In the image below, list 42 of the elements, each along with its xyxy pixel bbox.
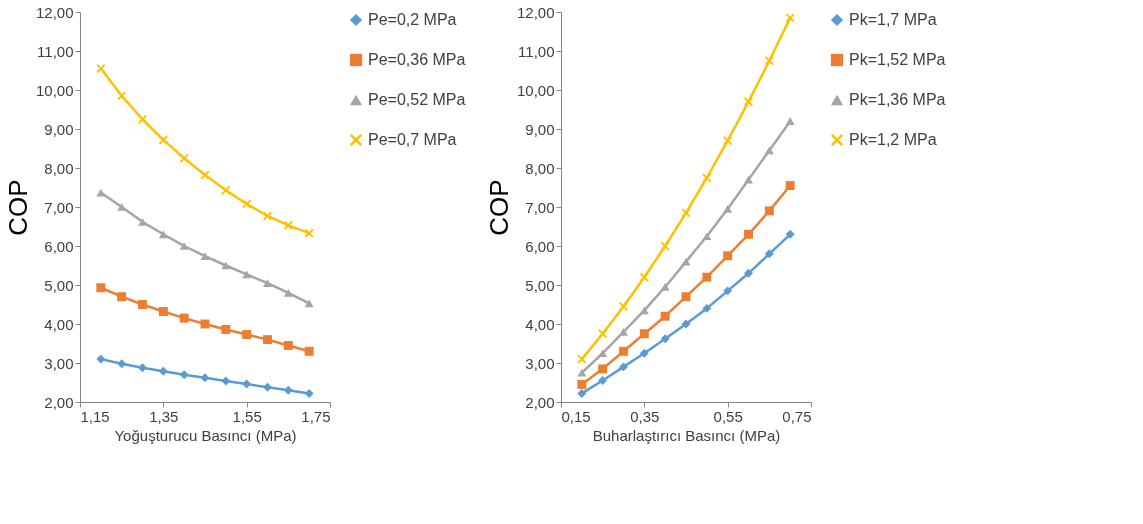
x-tick-label: 1,15 xyxy=(80,407,110,425)
y-tick-label: 9,00 xyxy=(44,120,74,138)
y-tick-label: 11,00 xyxy=(518,42,555,60)
x-axis-title: Buharlaştırıcı Basıncı (MPa) xyxy=(592,426,781,444)
legend-label: Pk=1,7 MPa xyxy=(849,11,937,28)
y-tick-label: 12,00 xyxy=(516,3,555,21)
legend-label: Pe=0,2 MPa xyxy=(368,11,457,28)
x-tick-label: 1,35 xyxy=(149,407,179,425)
y-tick-label: 3,00 xyxy=(44,354,74,372)
y-tick-label: 7,00 xyxy=(44,198,74,216)
y-axis-title: COP xyxy=(2,179,33,236)
y-tick-label: 4,00 xyxy=(44,315,74,333)
y-tick-label: 2,00 xyxy=(44,393,74,411)
x-axis-title: Yoğuşturucu Basıncı (MPa) xyxy=(114,426,297,444)
y-tick-label: 6,00 xyxy=(44,237,74,255)
y-tick-label: 9,00 xyxy=(525,120,555,138)
x-tick-label: 0,75 xyxy=(782,407,812,425)
y-tick-label: 11,00 xyxy=(37,42,74,60)
legend-label: Pk=1,36 MPa xyxy=(849,91,946,108)
y-tick-label: 8,00 xyxy=(44,159,74,177)
y-tick-label: 6,00 xyxy=(525,237,555,255)
y-tick-label: 8,00 xyxy=(525,159,555,177)
y-tick-label: 7,00 xyxy=(525,198,555,216)
legend-label: Pk=1,52 MPa xyxy=(849,51,946,68)
x-tick-label: 0,15 xyxy=(561,407,591,425)
y-axis-title: COP xyxy=(483,179,514,236)
x-tick-label: 1,55 xyxy=(232,407,262,425)
y-tick-label: 4,00 xyxy=(525,315,555,333)
y-tick-label: 3,00 xyxy=(525,354,555,372)
y-tick-label: 2,00 xyxy=(525,393,555,411)
legend-label: Pe=0,7 MPa xyxy=(368,131,457,148)
y-tick-label: 12,00 xyxy=(35,3,74,21)
y-tick-label: 5,00 xyxy=(44,276,74,294)
legend-label: Pe=0,52 MPa xyxy=(368,91,466,108)
y-tick-label: 10,00 xyxy=(35,81,74,99)
legend-label: Pe=0,36 MPa xyxy=(368,51,466,68)
x-tick-label: 0,55 xyxy=(713,407,743,425)
y-tick-label: 5,00 xyxy=(525,276,555,294)
x-tick-label: 1,75 xyxy=(301,407,331,425)
legend-label: Pk=1,2 MPa xyxy=(849,131,937,148)
x-tick-label: 0,35 xyxy=(630,407,660,425)
y-tick-label: 10,00 xyxy=(516,81,555,99)
